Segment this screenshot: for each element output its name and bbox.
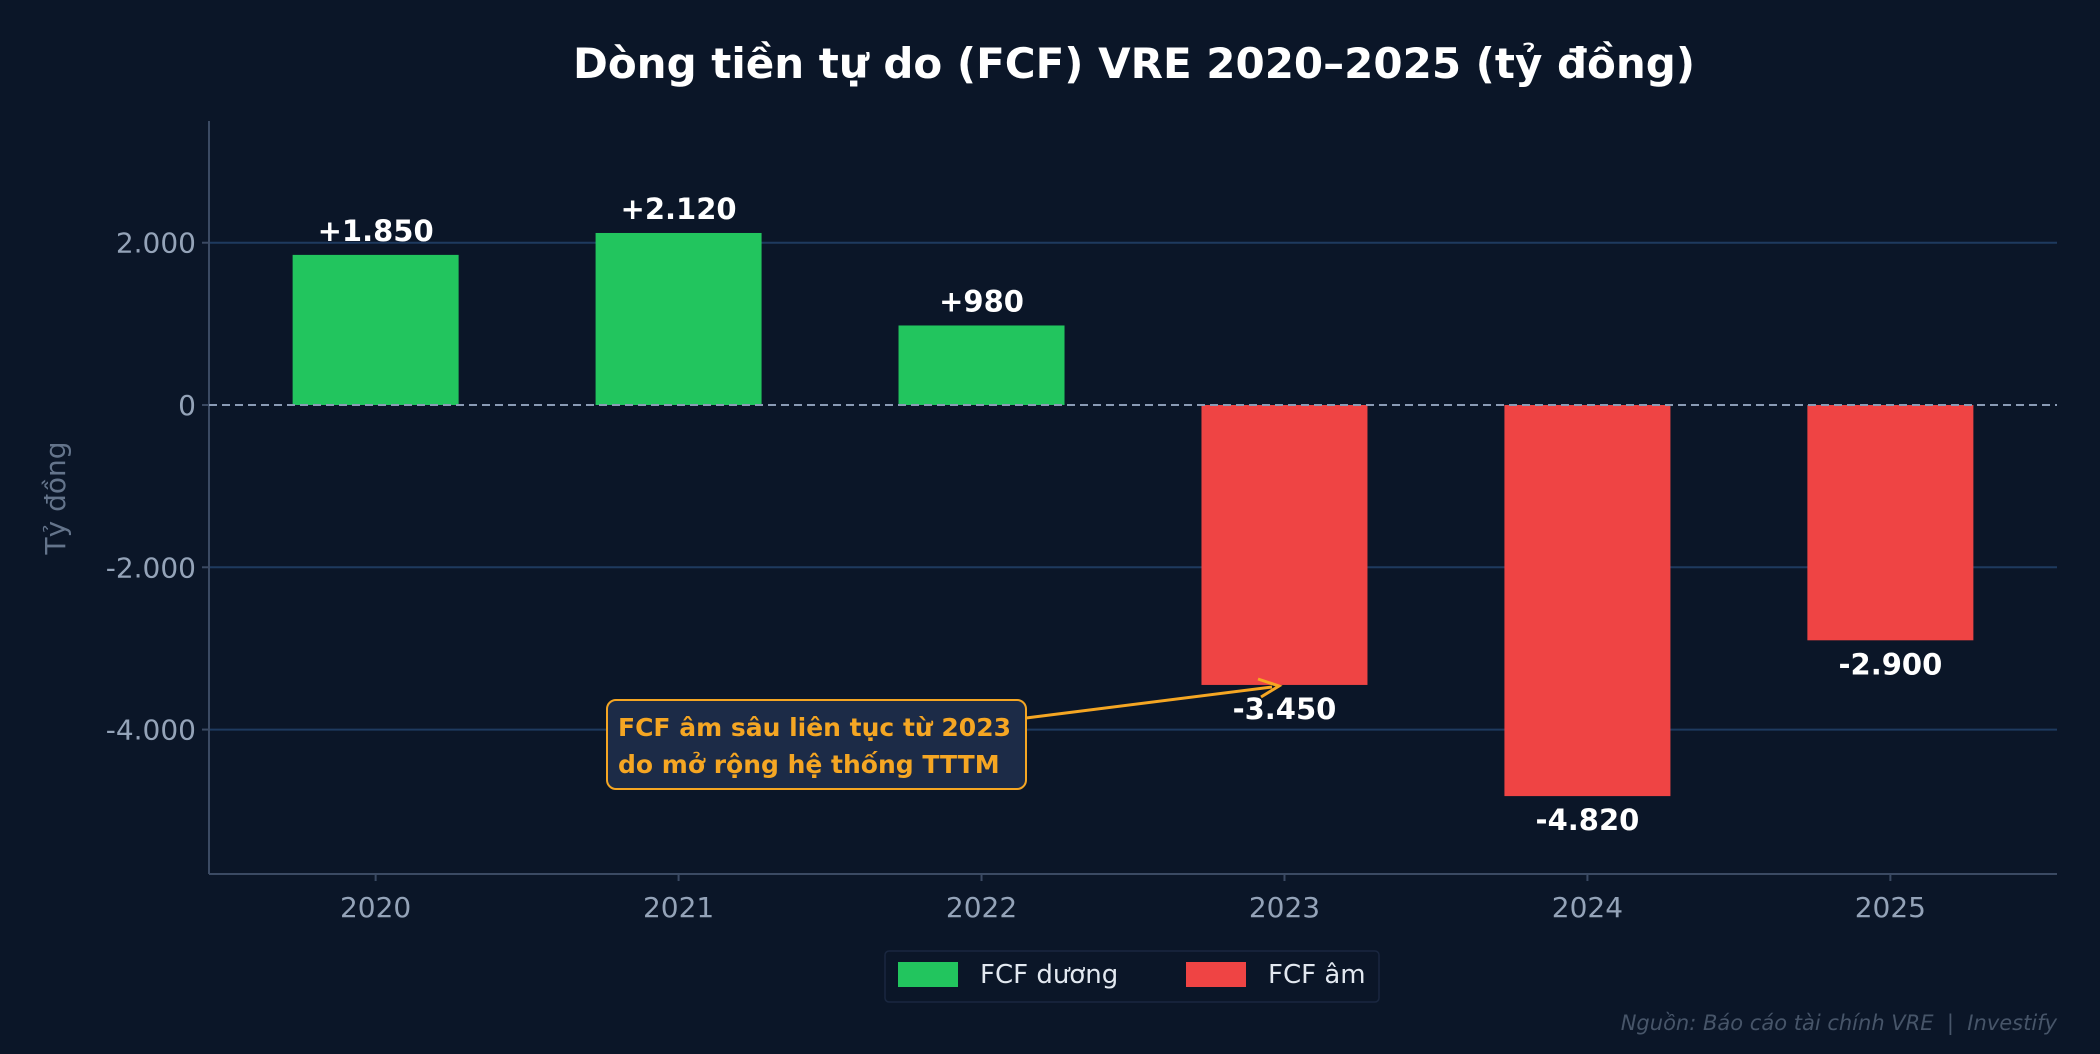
bar-2023 [1201,404,1368,685]
legend-swatch-negative [1186,962,1246,987]
data-label: -4.820 [1536,803,1640,837]
y-tick-label: 2.000 [116,227,196,260]
annotation-box [606,699,1027,790]
data-label: -2.900 [1838,647,1942,681]
bar-2024 [1504,404,1671,797]
data-labels: +1.850 +2.120 +980 -3.450 -4.820 -2.900 [318,192,1943,837]
data-label: +980 [939,284,1024,318]
x-tick-label: 2025 [1855,891,1926,924]
chart-title: Dòng tiền tự do (FCF) VRE 2020–2025 (tỷ … [573,39,1695,88]
annotation-line-2: do mở rộng hệ thống TTTM [618,750,1000,779]
data-label: -3.450 [1233,692,1337,726]
annotation: FCF âm sâu liên tục từ 2023 do mở rộng h… [606,677,1283,790]
annotation-line-1: FCF âm sâu liên tục từ 2023 [618,713,1011,742]
bar-2022 [898,325,1065,405]
y-axis-ticks: 2.000 0 -2.000 -4.000 [106,227,209,747]
bar-2021 [595,232,762,405]
legend-swatch-positive [898,962,958,987]
x-axis-ticks: 2020 2021 2022 2023 2024 2025 [340,874,1926,924]
x-tick-label: 2021 [643,891,714,924]
y-tick-label: 0 [178,389,196,422]
arrowhead-icon [1257,677,1283,699]
x-tick-label: 2023 [1249,891,1320,924]
data-label: +1.850 [318,214,434,248]
y-tick-label: -2.000 [106,551,196,584]
x-tick-label: 2024 [1552,891,1623,924]
source-note: Nguồn: Báo cáo tài chính VRE | Investify [1621,1011,2058,1036]
legend-label-negative: FCF âm [1268,960,1366,990]
bar-2020 [292,254,459,405]
y-tick-label: -4.000 [106,714,196,747]
legend: FCF dương FCF âm [884,950,1380,1003]
annotation-arrow [1025,685,1273,720]
bar-2025 [1807,404,1974,641]
y-axis-label: Tỷ đồng [39,442,72,556]
x-tick-label: 2020 [340,891,411,924]
bars [292,232,1974,797]
legend-label-positive: FCF dương [980,960,1118,990]
legend-box [884,950,1380,1003]
x-tick-label: 2022 [946,891,1017,924]
data-label: +2.120 [621,192,737,226]
grid-lines [209,241,2057,731]
